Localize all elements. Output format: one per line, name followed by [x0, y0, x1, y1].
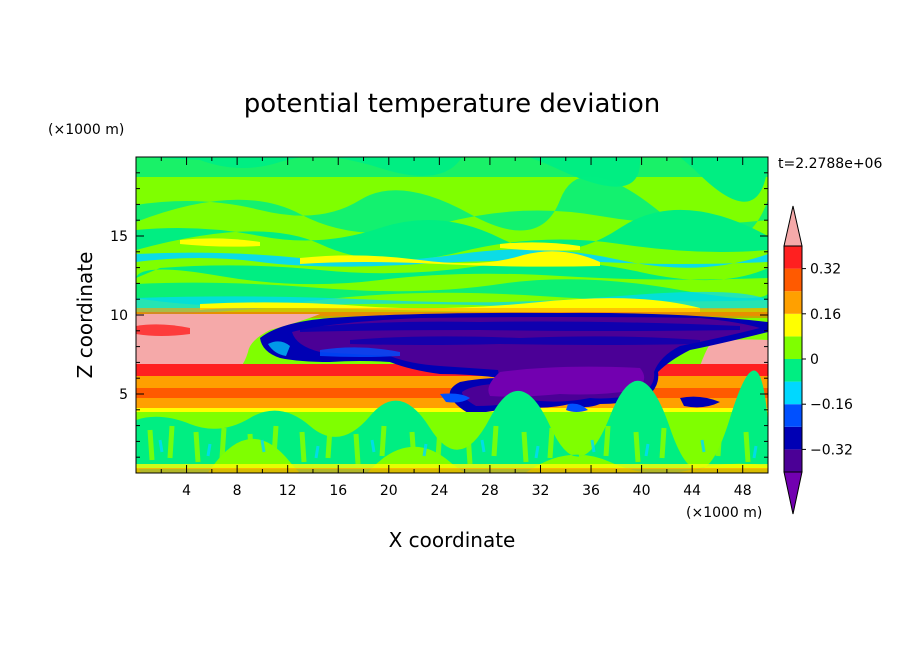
colorbar-tick-label: 0 — [810, 352, 819, 368]
x-units-label: (×1000 m) — [686, 505, 762, 521]
x-tick-label: 36 — [582, 483, 600, 499]
x-tick-label: 28 — [481, 483, 499, 499]
colorbar-swatch — [784, 268, 802, 292]
colorbar-tick-label: −0.16 — [810, 397, 853, 413]
plot-field — [136, 157, 768, 473]
chart-title: potential temperature deviation — [244, 89, 660, 119]
colorbar: 0.32 0.16 0 −0.16 −0.32 — [783, 205, 853, 515]
time-label: t=2.2788e+06 — [778, 156, 882, 172]
colorbar-swatch — [784, 246, 802, 269]
y-axis: 5 10 15 — [110, 172, 768, 458]
warm-anomaly-right — [700, 339, 768, 366]
y-tick-label: 10 — [110, 308, 128, 324]
x-tick-label: 32 — [532, 483, 550, 499]
x-tick-label: 20 — [380, 483, 398, 499]
colorbar-swatch — [784, 336, 802, 359]
x-tick-label: 4 — [182, 483, 191, 499]
x-tick-label: 40 — [633, 483, 651, 499]
colorbar-under-arrow — [783, 471, 803, 515]
x-tick-label: 12 — [279, 483, 297, 499]
colorbar-tick-label: −0.32 — [810, 442, 853, 458]
colorbar-swatch — [784, 404, 802, 427]
y-tick-label: 15 — [110, 229, 128, 245]
x-tick-label: 48 — [734, 483, 752, 499]
y-axis-label: Z coordinate — [73, 252, 97, 379]
x-tick-label: 16 — [329, 483, 347, 499]
x-axis: 4 8 12 16 20 24 28 32 36 40 44 48 — [160, 157, 752, 499]
x-tick-label: 44 — [683, 483, 701, 499]
colorbar-swatch — [784, 449, 802, 472]
x-tick-label: 24 — [430, 483, 448, 499]
colorbar-swatch — [784, 381, 802, 405]
colorbar-tick-label: 0.16 — [810, 307, 841, 323]
y-tick-label: 5 — [119, 387, 128, 403]
colorbar-swatch — [784, 426, 802, 450]
x-tick-label: 8 — [233, 483, 242, 499]
colorbar-swatch — [784, 313, 802, 337]
x-axis-label: X coordinate — [389, 528, 516, 552]
lower-layer — [136, 370, 768, 473]
colorbar-swatch — [784, 291, 802, 314]
y-units-label: (×1000 m) — [48, 122, 124, 138]
colorbar-swatch — [784, 359, 802, 382]
colorbar-over-arrow — [783, 205, 803, 247]
colorbar-tick-label: 0.32 — [810, 262, 841, 278]
